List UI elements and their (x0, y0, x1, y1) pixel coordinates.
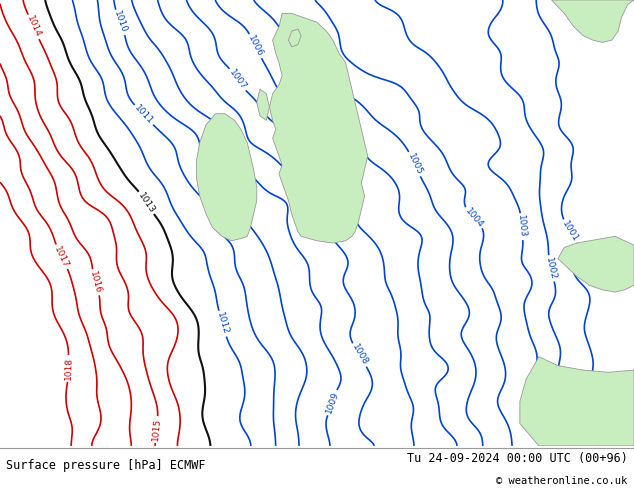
Text: 1003: 1003 (516, 215, 527, 239)
Text: 1001: 1001 (560, 219, 580, 244)
Polygon shape (197, 114, 257, 241)
Text: 1016: 1016 (88, 270, 103, 294)
Polygon shape (288, 29, 301, 47)
Text: 1012: 1012 (215, 311, 230, 336)
Text: 1013: 1013 (136, 191, 157, 215)
Text: 1015: 1015 (150, 417, 162, 441)
Text: Tu 24-09-2024 00:00 UTC (00+96): Tu 24-09-2024 00:00 UTC (00+96) (407, 452, 628, 465)
Polygon shape (558, 236, 634, 292)
Text: 1011: 1011 (133, 103, 155, 126)
Text: 1009: 1009 (324, 391, 340, 415)
Text: 1018: 1018 (63, 357, 74, 380)
Text: 1005: 1005 (406, 152, 424, 176)
Text: © weatheronline.co.uk: © weatheronline.co.uk (496, 476, 628, 486)
Text: 1004: 1004 (463, 206, 485, 229)
Polygon shape (520, 357, 634, 446)
Text: 1017: 1017 (53, 245, 70, 269)
Text: Surface pressure [hPa] ECMWF: Surface pressure [hPa] ECMWF (6, 459, 206, 472)
Text: 1008: 1008 (350, 343, 369, 367)
Text: 1006: 1006 (246, 34, 264, 58)
Text: 1014: 1014 (25, 15, 42, 39)
Polygon shape (552, 0, 634, 42)
Polygon shape (257, 89, 269, 121)
Text: 1010: 1010 (112, 10, 129, 35)
Polygon shape (269, 13, 368, 243)
Text: 1002: 1002 (544, 256, 558, 281)
Text: 1007: 1007 (227, 68, 248, 92)
